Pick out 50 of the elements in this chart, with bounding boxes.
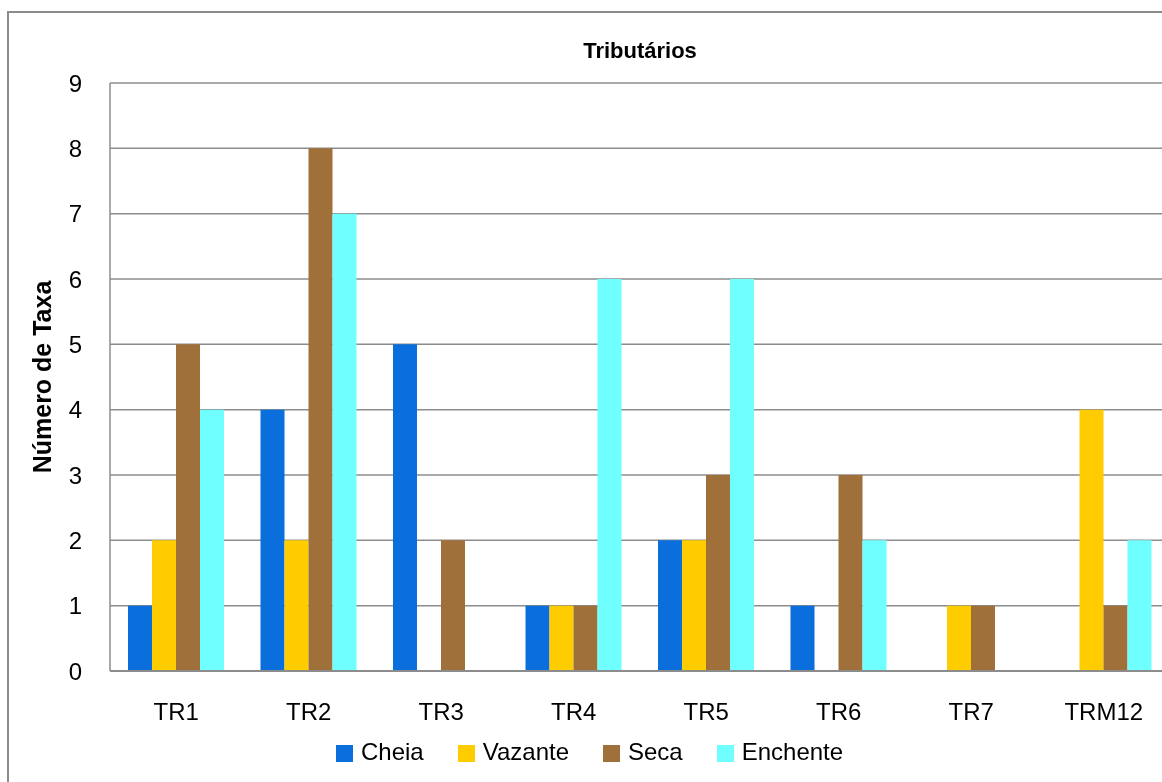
y-tick-label: 8 — [68, 134, 82, 162]
y-tick-label: 9 — [68, 69, 82, 97]
x-tick-label: TR2 — [286, 698, 332, 726]
chart-title: Tributários — [583, 38, 697, 63]
bar — [260, 409, 285, 671]
bar — [128, 605, 152, 671]
bar — [1079, 409, 1104, 671]
bar — [658, 540, 682, 671]
bar — [706, 475, 730, 671]
legend-label: Enchente — [741, 738, 844, 765]
bar — [838, 475, 863, 671]
x-tick-label: TR6 — [816, 698, 862, 726]
bar — [525, 605, 550, 671]
bar — [682, 540, 706, 671]
bar — [790, 605, 815, 671]
legend-label: Seca — [628, 738, 683, 765]
bar — [284, 540, 309, 671]
bar — [1103, 605, 1128, 671]
bar — [176, 344, 200, 671]
y-tick-label: 4 — [68, 396, 82, 424]
bar — [947, 605, 971, 671]
bar — [152, 540, 176, 671]
bar — [200, 409, 224, 671]
bar — [308, 148, 333, 671]
bar — [332, 213, 357, 671]
x-tick-label: TR1 — [153, 698, 199, 726]
legend-label: Cheia — [361, 738, 424, 765]
y-tick-label: 5 — [68, 330, 82, 358]
y-tick-label: 7 — [68, 200, 82, 228]
bar — [971, 605, 995, 671]
bar — [730, 279, 754, 671]
legend-label: Vazante — [482, 738, 570, 765]
x-tick-label: TR4 — [551, 698, 597, 726]
x-tick-label: TRM12 — [1064, 698, 1144, 726]
bar — [549, 605, 574, 671]
bar — [597, 279, 622, 671]
bar — [573, 605, 598, 671]
y-tick-label: 0 — [68, 657, 82, 685]
y-tick-label: 2 — [68, 526, 82, 554]
y-tick-label: 3 — [68, 461, 82, 489]
bar — [393, 344, 417, 671]
x-tick-label: TR3 — [418, 698, 464, 726]
bar — [862, 540, 887, 671]
x-tick-label: TR7 — [948, 698, 994, 726]
y-tick-label: 1 — [68, 592, 82, 620]
y-tick-label: 6 — [68, 265, 82, 293]
x-tick-label: TR5 — [683, 698, 729, 726]
bar — [441, 540, 465, 671]
bar — [1127, 540, 1152, 671]
y-axis-title: Número de Taxa — [27, 279, 56, 474]
